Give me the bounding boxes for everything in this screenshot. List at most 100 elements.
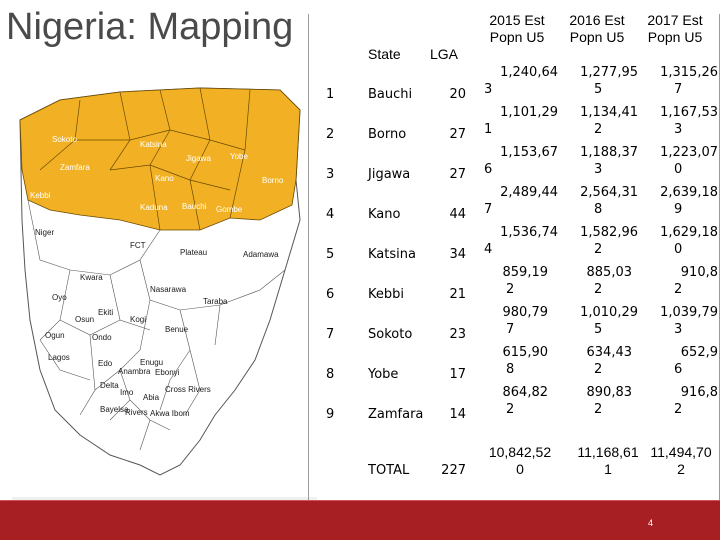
state-name: Borno [368, 127, 407, 142]
header-2016-line1: 2016 Est [569, 12, 625, 28]
slide-title: Nigeria: Mapping [6, 6, 294, 48]
state-name: Bauchi [368, 87, 413, 102]
svg-text:Benue: Benue [165, 325, 189, 334]
svg-text:Sokoto: Sokoto [52, 135, 77, 144]
est-2017: 1,167,53 3 [660, 105, 718, 137]
header-2017: 2017 Est Popn U5 [634, 12, 716, 46]
svg-text:Kano: Kano [155, 174, 174, 183]
map-underline [12, 497, 317, 500]
state-name: Jigawa [368, 167, 411, 182]
total-2015: 10,842,52 0 [488, 444, 552, 477]
row-number: 1 [326, 87, 335, 102]
total-2016: 11,168,61 1 [577, 444, 639, 477]
total-label: TOTAL [368, 463, 410, 478]
lga-count: 44 [449, 207, 466, 222]
svg-text:Gombe: Gombe [216, 205, 243, 214]
svg-text:Kaduna: Kaduna [140, 203, 168, 212]
header-state: State [368, 46, 401, 62]
lga-count: 23 [449, 327, 466, 342]
svg-text:Kwara: Kwara [80, 273, 103, 282]
svg-text:Adamawa: Adamawa [243, 250, 279, 259]
svg-text:FCT: FCT [130, 241, 146, 250]
state-name: Katsina [368, 247, 416, 262]
svg-text:Cross Rivers: Cross Rivers [165, 385, 211, 394]
est-2016: 634,43 2 [586, 345, 633, 377]
est-2016: 1,010,29 5 [580, 305, 638, 337]
svg-text:Imo: Imo [120, 388, 134, 397]
lga-count: 17 [449, 367, 466, 382]
svg-text:Borno: Borno [262, 176, 284, 185]
footer-bar [0, 500, 720, 540]
svg-text:Oyo: Oyo [52, 293, 67, 302]
header-2016: 2016 Est Popn U5 [556, 12, 638, 46]
row-number: 4 [326, 207, 335, 222]
est-2016: 1,582,96 2 [580, 225, 638, 257]
header-2015-line2: Popn U5 [489, 29, 545, 45]
state-name: Yobe [368, 367, 399, 382]
svg-text:Akwa Ibom: Akwa Ibom [150, 409, 190, 418]
est-2016: 1,277,95 5 [580, 65, 638, 97]
svg-text:Taraba: Taraba [203, 297, 228, 306]
nigeria-map-svg: Sokoto Katsina Zamfara Jigawa Yobe Kano … [19, 87, 301, 476]
est-2017: 916,8 2 [674, 385, 718, 417]
svg-text:Bauchi: Bauchi [182, 202, 207, 211]
svg-text:Ogun: Ogun [45, 331, 65, 340]
total-lga: 227 [441, 463, 466, 478]
est-2015: 1,536,74 4 [484, 225, 558, 257]
svg-text:Katsina: Katsina [140, 140, 167, 149]
svg-text:Delta: Delta [100, 381, 119, 390]
svg-text:Ondo: Ondo [92, 333, 112, 342]
population-table: State LGA 2015 Est Popn U5 2016 Est Popn… [308, 0, 720, 500]
est-2017: 1,629,18 0 [660, 225, 718, 257]
state-name: Kano [368, 207, 401, 222]
header-2015: 2015 Est Popn U5 [476, 12, 558, 46]
svg-text:Kebbi: Kebbi [30, 191, 51, 200]
svg-text:Anambra: Anambra [118, 367, 151, 376]
svg-text:Jigawa: Jigawa [186, 154, 211, 163]
header-2015-line1: 2015 Est [489, 12, 545, 28]
row-number: 8 [326, 367, 335, 382]
nigeria-map: Sokoto Katsina Zamfara Jigawa Yobe Kano … [0, 70, 318, 500]
est-2015: 864,82 2 [502, 385, 549, 417]
header-2017-line1: 2017 Est [647, 12, 703, 28]
svg-text:Ebonyi: Ebonyi [155, 368, 180, 377]
highlighted-states [19, 87, 301, 231]
lga-count: 20 [449, 87, 466, 102]
row-number: 2 [326, 127, 335, 142]
header-2016-line2: Popn U5 [569, 29, 625, 45]
lga-count: 14 [449, 407, 466, 422]
est-2015: 1,153,67 6 [484, 145, 558, 177]
svg-text:Lagos: Lagos [48, 353, 70, 362]
lga-count: 21 [449, 287, 466, 302]
svg-text:Nasarawa: Nasarawa [150, 285, 187, 294]
svg-text:Bayelsa: Bayelsa [100, 405, 129, 414]
svg-text:Ekiti: Ekiti [98, 308, 113, 317]
est-2016: 1,188,37 3 [580, 145, 638, 177]
lga-count: 27 [449, 127, 466, 142]
header-2017-line2: Popn U5 [647, 29, 703, 45]
total-2017: 11,494,70 2 [650, 444, 712, 477]
est-2016: 885,03 2 [586, 265, 633, 297]
table-border-left [308, 14, 309, 500]
svg-text:Osun: Osun [75, 315, 94, 324]
row-number: 7 [326, 327, 335, 342]
est-2015: 980,79 7 [502, 305, 549, 337]
svg-text:Abia: Abia [143, 393, 160, 402]
est-2015: 859,19 2 [502, 265, 549, 297]
svg-text:Kogi: Kogi [130, 315, 146, 324]
row-number: 9 [326, 407, 335, 422]
state-name: Kebbi [368, 287, 404, 302]
est-2016: 1,134,41 2 [580, 105, 638, 137]
svg-text:Rivers: Rivers [125, 408, 148, 417]
est-2016: 890,83 2 [586, 385, 633, 417]
lga-count: 27 [449, 167, 466, 182]
row-number: 6 [326, 287, 335, 302]
est-2015: 615,90 8 [502, 345, 549, 377]
row-number: 5 [326, 247, 335, 262]
est-2016: 2,564,31 8 [580, 185, 638, 217]
row-number: 3 [326, 167, 335, 182]
est-2017: 1,039,79 3 [660, 305, 718, 337]
state-name: Sokoto [368, 327, 413, 342]
footer-line [0, 500, 720, 501]
svg-text:Plateau: Plateau [180, 248, 207, 257]
